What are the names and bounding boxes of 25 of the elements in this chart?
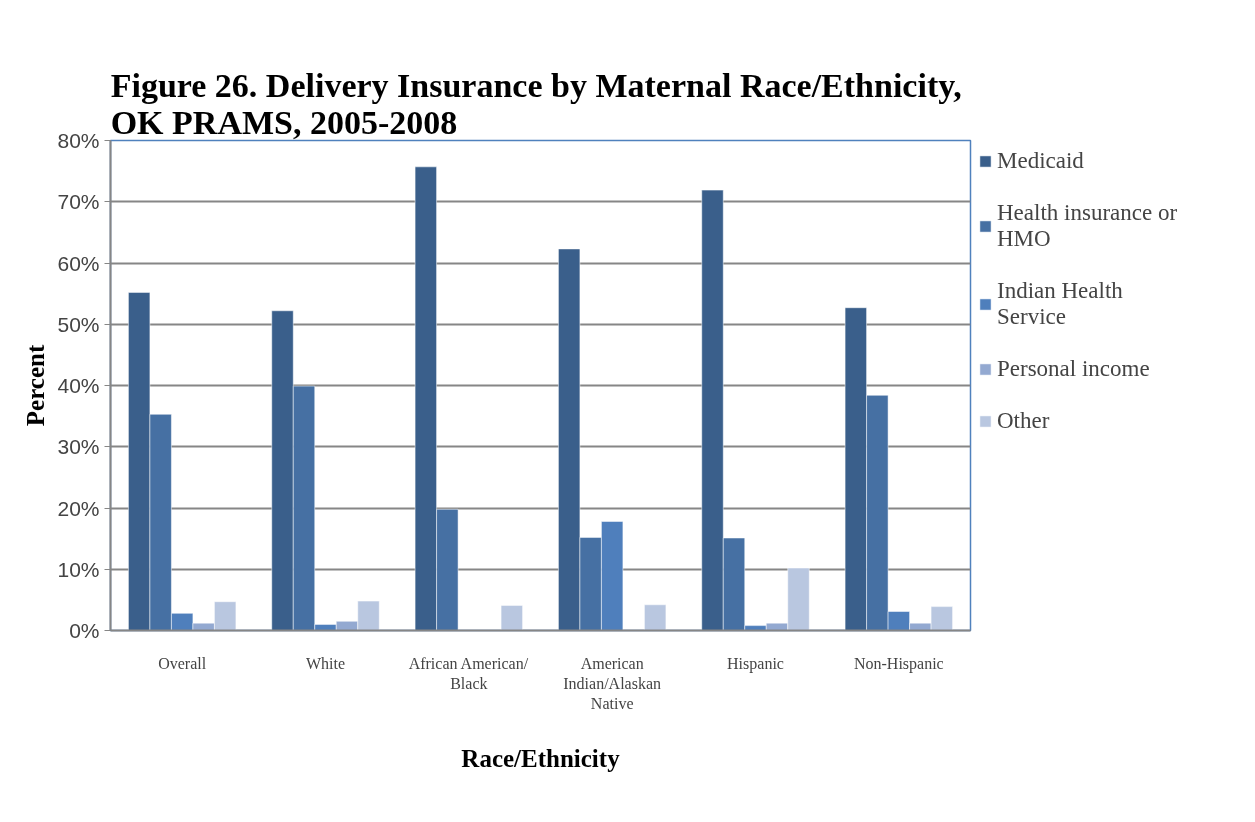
x-tick-label: Hispanic [727, 654, 784, 673]
x-axis-title: Race/Ethnicity [461, 745, 621, 773]
legend-label: Other [997, 408, 1050, 434]
x-tick-label: White [305, 654, 346, 672]
y-tick-label: 80% [57, 129, 100, 152]
x-tick-label: Non-Hispanic [853, 654, 944, 673]
chart-title: Figure 26. Delivery Insurance by Maternal Race/Ethnicity, OK PRAMS, 2005-2008 [110, 66, 962, 141]
y-tick-label: 60% [57, 251, 100, 275]
y-tick-label: 20% [57, 496, 100, 520]
y-tick-label: 40% [57, 374, 100, 397]
y-tick-label: 50% [57, 312, 100, 336]
legend-label: Medicaid [997, 148, 1084, 174]
legend-label: Personal income [997, 356, 1150, 382]
bar [500, 605, 523, 631]
x-tick-label: Overall [158, 654, 207, 672]
legend-label: Indian Health Service [997, 278, 1123, 330]
y-tick-label: 30% [57, 435, 100, 459]
bar [644, 604, 667, 631]
y-tick-label: 0% [69, 619, 100, 642]
y-axis-title: Percent [22, 344, 50, 427]
y-tick-label: 70% [57, 190, 100, 214]
y-tick-label: 10% [57, 557, 100, 581]
legend-label: Health insurance or HMO [997, 200, 1178, 252]
x-tick-label: African American/ Black [408, 654, 529, 692]
x-tick-label: American Indian/Alaskan Native [563, 654, 662, 713]
